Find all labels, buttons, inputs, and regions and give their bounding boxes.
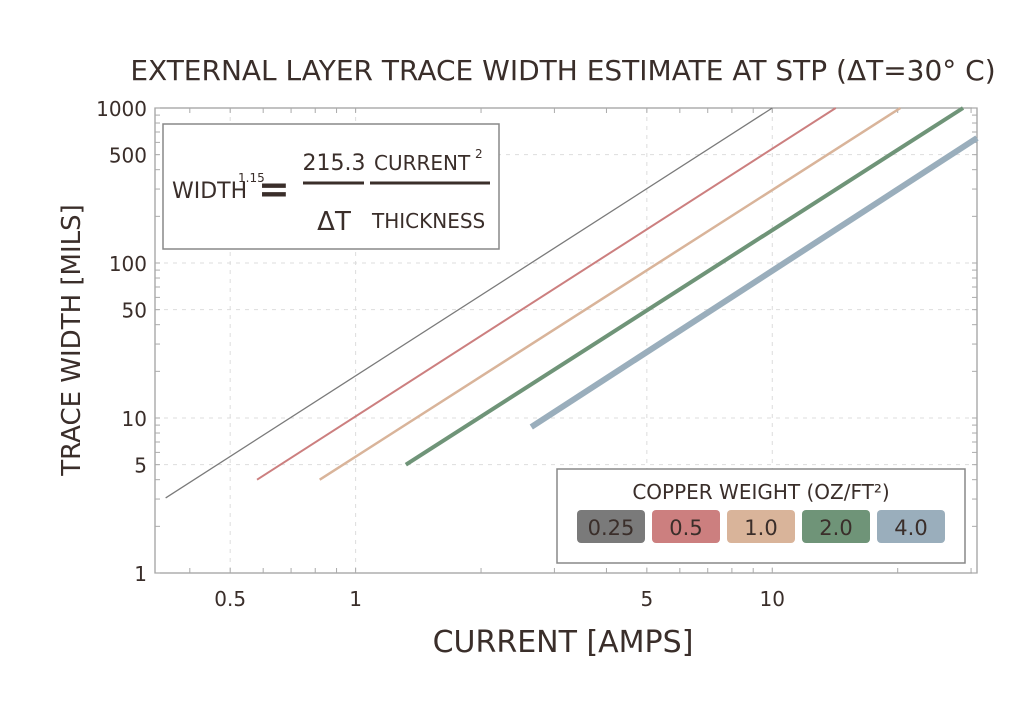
y-tick-label: 1000: [96, 97, 147, 121]
legend-swatch-1.0: [727, 510, 795, 543]
legend-swatch-2.0: [802, 510, 870, 543]
x-axis-label: CURRENT [AMPS]: [433, 625, 694, 660]
formula-thickness: THICKNESS: [371, 209, 485, 233]
formula-coefficient: 215.3: [303, 151, 366, 176]
x-tick-label: 1: [349, 587, 362, 611]
legend-title: COPPER WEIGHT (OZ/FT²): [632, 480, 889, 504]
formula-width: WIDTH: [172, 179, 247, 204]
series-line-0.25: [165, 107, 773, 499]
series-line-2.0: [404, 106, 965, 467]
y-tick-label: 100: [109, 252, 147, 276]
series-line-1.0: [319, 106, 902, 481]
y-tick-label: 500: [109, 144, 147, 168]
formula-box: WIDTH 1.15 = 215.3 ΔT CURRENT 2 THICKNES…: [162, 123, 500, 250]
formula-current: CURRENT: [374, 151, 471, 175]
legend-label: 0.25: [588, 516, 635, 540]
x-tick-label: 5: [640, 587, 653, 611]
series-lines: [165, 106, 979, 499]
formula-exponent: 1.15: [238, 171, 265, 185]
legend-label: 1.0: [744, 516, 777, 540]
y-tick-label: 5: [134, 454, 147, 478]
legend-swatch-4.0: [877, 510, 945, 543]
legend-swatch-0.5: [652, 510, 720, 543]
legend: COPPER WEIGHT (OZ/FT²) 0.25 0.5 1.0 2.0 4.0: [556, 468, 966, 564]
formula-current-exp: 2: [475, 147, 483, 161]
legend-label: 2.0: [819, 516, 852, 540]
legend-swatch-0.25: [577, 510, 645, 543]
plot-frame: [154, 107, 978, 574]
x-tick-label: 10: [760, 587, 785, 611]
y-tick-label: 1: [134, 562, 147, 586]
y-tick-label: 50: [122, 299, 147, 323]
formula-delta-t: ΔT: [317, 207, 351, 237]
formula-equals: =: [258, 167, 290, 211]
y-axis-label: TRACE WIDTH [MILS]: [57, 204, 87, 477]
chart-title: EXTERNAL LAYER TRACE WIDTH ESTIMATE AT S…: [130, 54, 995, 87]
legend-label: 0.5: [669, 516, 702, 540]
y-tick-label: 10: [122, 407, 147, 431]
x-tick-label: 0.5: [214, 587, 246, 611]
series-line-0.5: [256, 107, 837, 481]
legend-label: 4.0: [894, 516, 927, 540]
series-line-4.0: [529, 135, 979, 430]
